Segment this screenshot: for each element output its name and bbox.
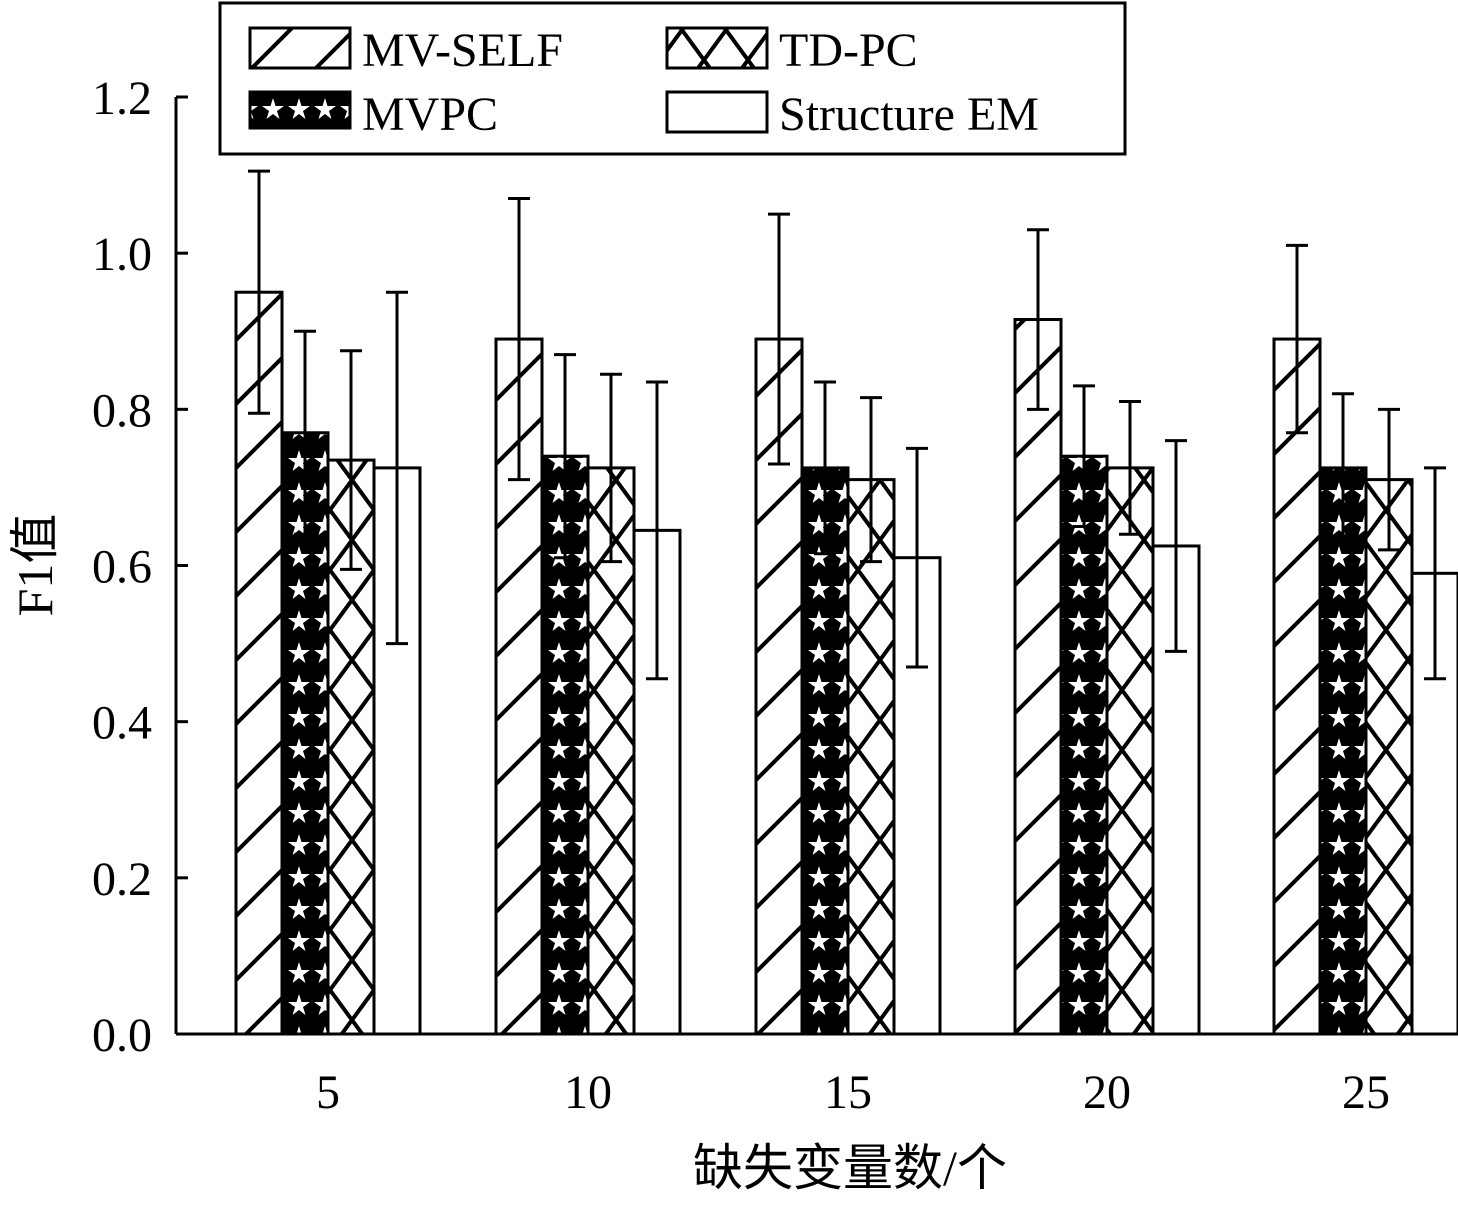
y-tick-label: 0.0 [92,1009,152,1062]
legend-label-td-pc: TD-PC [779,24,918,77]
plot-area [234,169,1458,1036]
legend: MV-SELF MVPC TD-PC Structure EM [218,1,1127,156]
legend-swatch-mv-self [248,26,352,70]
x-tick-label: 20 [1083,1066,1131,1119]
legend-label-structure-em: Structure EM [779,88,1039,141]
y-tick-label: 0.2 [92,853,152,906]
legend-swatch-structure-em [665,90,769,134]
legend-swatch-mvpc [248,90,352,130]
bar-mv-self-20 [1013,318,1063,1036]
legend-label-mv-self: MV-SELF [362,24,563,77]
y-axis-ticks: 0.0 0.2 0.4 0.6 0.8 1.0 1.2 [92,72,188,1062]
bar-td-pc-20 [1105,466,1155,1036]
x-axis-ticks: 5 10 15 20 25 [316,1066,1390,1119]
y-tick-label: 0.6 [92,541,152,594]
x-tick-label: 15 [824,1066,872,1119]
bar-td-pc-25 [1364,478,1414,1036]
x-tick-label: 10 [564,1066,612,1119]
bar-mv-self-25 [1272,337,1322,1036]
bar-mvpc-20 [1059,454,1109,1036]
y-tick-label: 0.8 [92,384,152,437]
y-tick-label: 1.2 [92,72,152,125]
x-axis-title: 缺失变量数/个 [693,1140,1007,1196]
legend-swatch-td-pc [665,26,769,70]
y-axis-title: F1值 [7,514,63,617]
y-tick-label: 1.0 [92,228,152,281]
x-tick-label: 5 [316,1066,340,1119]
bar-mv-self-5 [234,290,284,1036]
legend-label-mvpc: MVPC [362,88,498,141]
bar-mvpc-25 [1318,466,1368,1036]
x-tick-label: 25 [1342,1066,1390,1119]
y-tick-label: 0.4 [92,697,152,750]
